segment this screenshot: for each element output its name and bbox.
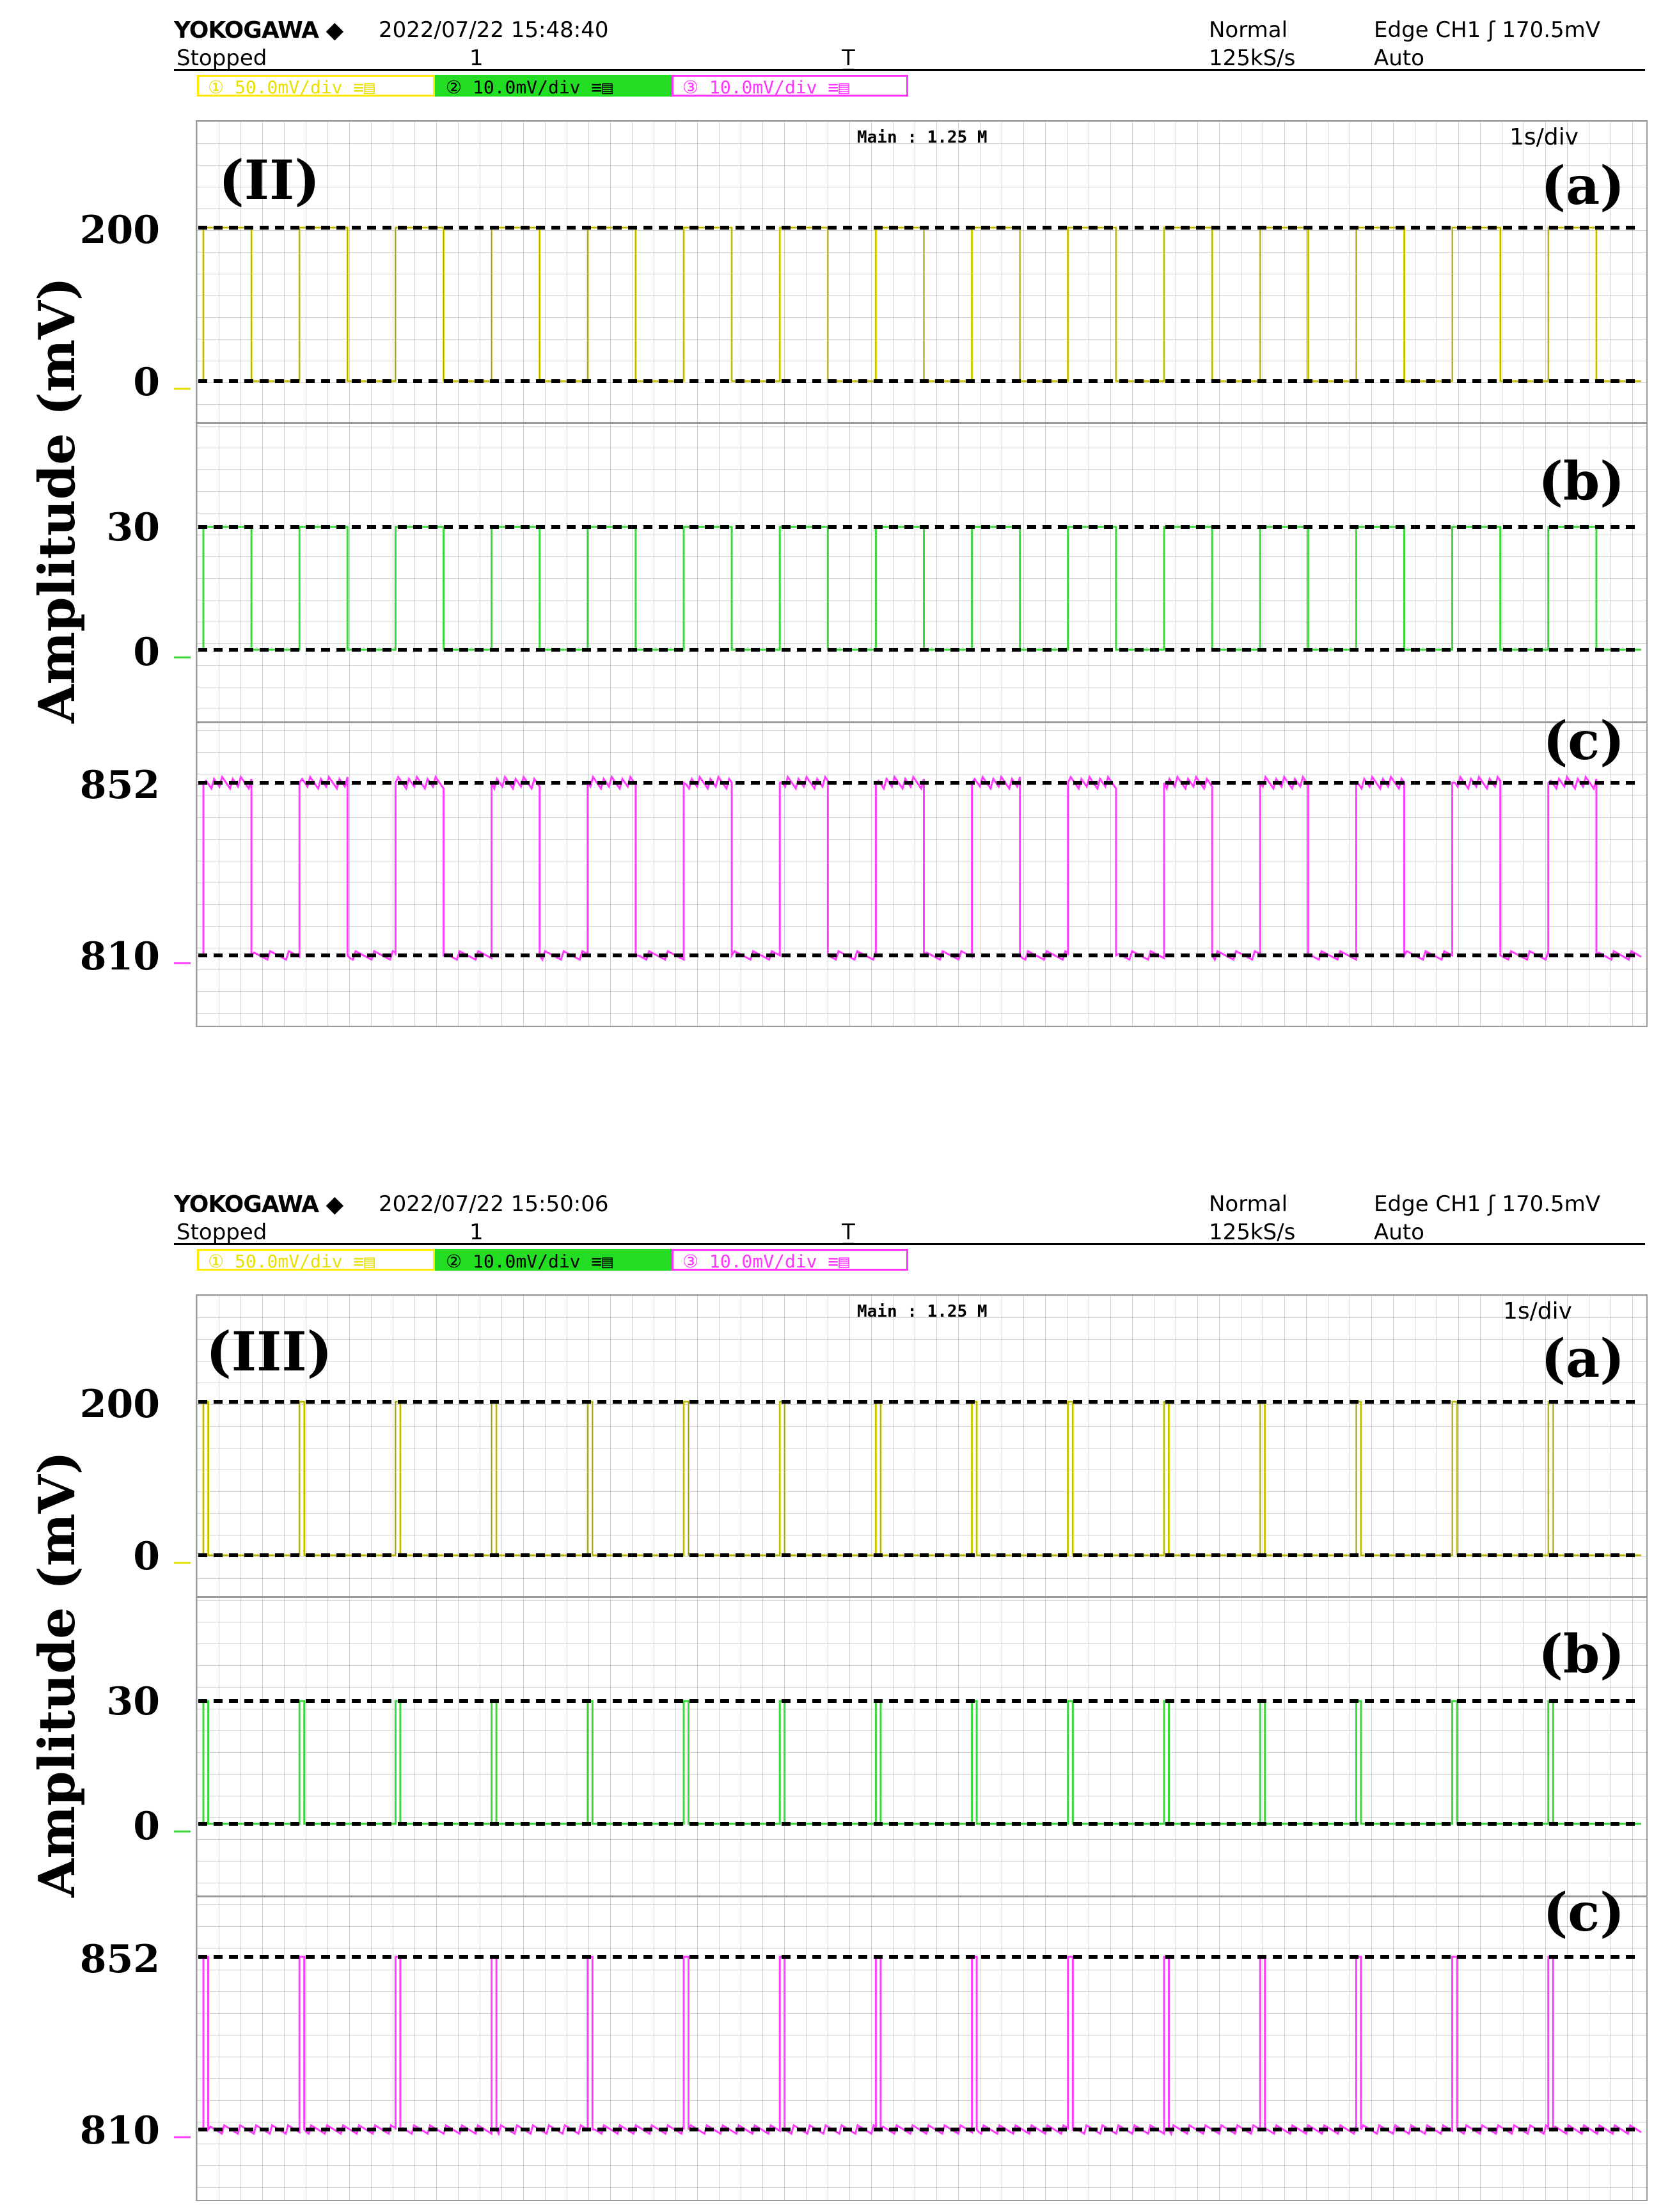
header-divider xyxy=(174,69,1645,71)
ytick-c-high: 852 xyxy=(79,763,160,808)
series-c-line-iii xyxy=(202,1956,1642,2137)
ytick-a-low: 0 xyxy=(133,1534,160,1579)
channel-1-scale[interactable]: ① 50.0mV∕div ≡▤ xyxy=(197,1249,435,1272)
series-a-outline-iii xyxy=(202,1401,1641,1556)
series-c-line-ii xyxy=(202,774,1642,962)
series-a-line-ii xyxy=(202,226,1641,382)
acq-mode: Normal xyxy=(1209,17,1288,43)
sample-rate: 125kS/s xyxy=(1209,1220,1296,1245)
channel-3-scale[interactable]: ③ 10.0mV∕div ≡▤ xyxy=(672,75,908,98)
channel-2-scale[interactable]: ② 10.0mV∕div ≡▤ xyxy=(435,75,672,98)
subplot-label-a: (a) xyxy=(1541,1328,1625,1390)
ytick-a-low: 0 xyxy=(133,360,160,405)
series-a-line-iii xyxy=(202,1400,1641,1557)
channel-3-scale[interactable]: ③ 10.0mV∕div ≡▤ xyxy=(672,1249,908,1272)
panel-divider xyxy=(196,1596,1648,1598)
series-b-line-iii xyxy=(202,1700,1641,1825)
ytick-b-low: 0 xyxy=(133,1804,160,1849)
subplot-label-c: (c) xyxy=(1543,710,1625,772)
frame-index: 1 xyxy=(469,1220,484,1245)
frame-index: 1 xyxy=(469,45,484,71)
run-status: Stopped xyxy=(177,1220,267,1245)
brand-logo: YOKOGAWA ◆ xyxy=(174,17,343,43)
run-status: Stopped xyxy=(177,45,267,71)
panel-divider xyxy=(196,422,1648,424)
time-per-div: 1s/div xyxy=(1503,1298,1572,1324)
subplot-label-b: (b) xyxy=(1538,451,1625,512)
panel-label: (II) xyxy=(219,148,320,212)
trigger-setting: Edge CH1 ʃ 170.5mV xyxy=(1374,1191,1601,1217)
panel-label: (III) xyxy=(206,1320,333,1383)
timestamp: 2022/07/22 15:48:40 xyxy=(379,17,609,43)
ytick-b-high: 30 xyxy=(106,505,161,550)
channel-1-scale[interactable]: ① 50.0mV∕div ≡▤ xyxy=(197,75,435,98)
panel-divider xyxy=(196,721,1648,723)
ytick-a-high: 200 xyxy=(79,208,160,253)
ytick-b-high: 30 xyxy=(106,1679,161,1724)
channel-2-scale[interactable]: ② 10.0mV∕div ≡▤ xyxy=(435,1249,672,1272)
ytick-b-low: 0 xyxy=(133,630,160,675)
brand-logo: YOKOGAWA ◆ xyxy=(174,1191,343,1218)
trigger-position-mark: T̲ xyxy=(842,1220,855,1245)
main-points: Main : 1.25 M xyxy=(857,1302,988,1321)
ytick-c-low: 810 xyxy=(79,934,160,979)
time-per-div: 1s/div xyxy=(1509,124,1579,150)
acq-mode: Normal xyxy=(1209,1191,1288,1217)
scope-grid xyxy=(196,1294,1648,2201)
header-divider xyxy=(174,1243,1645,1245)
ytick-a-high: 200 xyxy=(79,1382,160,1427)
sample-rate: 125kS/s xyxy=(1209,45,1296,71)
subplot-label-a: (a) xyxy=(1541,155,1625,217)
ytick-c-low: 810 xyxy=(79,2108,160,2153)
panel-divider xyxy=(196,1895,1648,1897)
scope-screen-iii: YOKOGAWA ◆ 2022/07/22 15:50:06 Normal Ed… xyxy=(0,1174,1654,2210)
ytick-c-high: 852 xyxy=(79,1937,160,1982)
trigger-mode: Auto xyxy=(1374,1220,1424,1245)
timestamp: 2022/07/22 15:50:06 xyxy=(379,1191,609,1217)
subplot-label-b: (b) xyxy=(1538,1624,1625,1685)
series-a-outline-ii xyxy=(202,227,1641,382)
series-b-line-ii xyxy=(202,526,1641,651)
trigger-position-mark: T̲ xyxy=(842,45,855,71)
trigger-setting: Edge CH1 ʃ 170.5mV xyxy=(1374,17,1601,43)
main-points: Main : 1.25 M xyxy=(857,128,988,147)
trigger-mode: Auto xyxy=(1374,45,1424,71)
subplot-label-c: (c) xyxy=(1543,1882,1625,1943)
